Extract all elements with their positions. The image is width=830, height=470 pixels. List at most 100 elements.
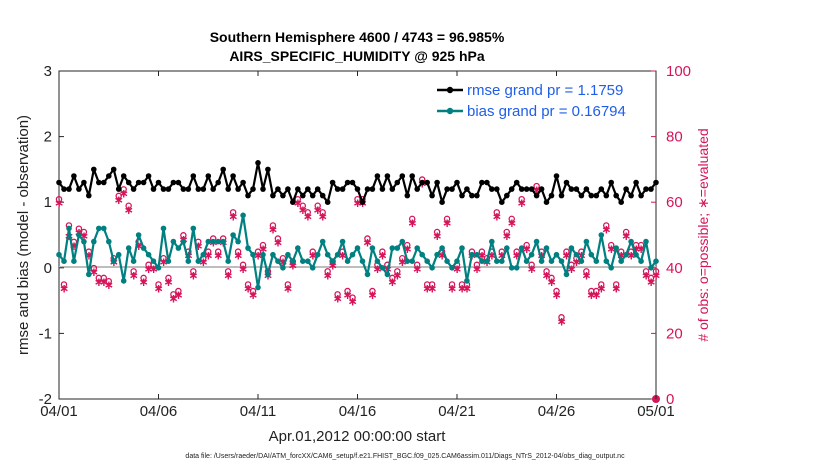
bias-point: [623, 251, 629, 258]
bias-point: [404, 258, 411, 265]
rmse-point: [96, 179, 102, 186]
obs-evaluated-marker: ∗: [134, 239, 144, 253]
obs-possible-marker: [259, 241, 267, 249]
rmse-series: [56, 160, 659, 205]
bias-point: [255, 284, 261, 291]
bias-point: [329, 258, 336, 265]
obs-evaluated-marker: ∗: [606, 242, 616, 256]
obs-possible-marker: [399, 254, 406, 262]
obs-evaluated-marker: ∗: [89, 265, 99, 279]
obs-possible-marker: [349, 294, 356, 301]
rmse-point: [220, 166, 226, 173]
obs-possible-marker: [170, 291, 177, 298]
bias-point: [573, 251, 580, 258]
obs-evaluated-marker: ∗: [551, 288, 561, 302]
bias-point: [91, 238, 97, 245]
obs-evaluated-marker: ∗: [188, 268, 198, 282]
y2-tick-label: 20: [666, 325, 683, 342]
y-axis-label: rmse and bias (model - observation): [15, 115, 32, 355]
rmse-point: [434, 179, 440, 186]
obs-possible-marker: [403, 241, 411, 249]
obs-possible-marker: [379, 248, 386, 255]
rmse-point: [523, 186, 530, 192]
bias-point: [354, 245, 361, 251]
y-tick-label: -2: [39, 391, 52, 408]
rmse-point: [489, 186, 495, 192]
obs-possible-marker: [90, 264, 98, 272]
obs-possible-marker: [204, 248, 212, 255]
obs-evaluated-marker: ∗: [362, 236, 372, 250]
bias-point: [61, 258, 67, 265]
obs-evaluated-marker: ∗: [372, 262, 382, 276]
obs-evaluated-marker: ∗: [203, 249, 213, 263]
rmse-point: [449, 186, 455, 192]
obs-evaluated-marker: ∗: [571, 255, 581, 269]
rmse-point: [623, 186, 629, 192]
bias-point: [628, 238, 634, 245]
rmse-point: [359, 199, 366, 205]
rmse-point: [469, 192, 475, 199]
obs-evaluated-marker: ∗: [621, 229, 631, 243]
bias-point: [106, 238, 112, 245]
bias-point: [71, 258, 77, 265]
legend-bias-label: bias grand pr = 0.16794: [467, 103, 626, 120]
obs-evaluated-marker: ∗: [512, 249, 522, 263]
rmse-point: [653, 179, 659, 186]
rmse-point: [66, 186, 72, 192]
obs-evaluated-marker: ∗: [402, 242, 412, 256]
plot-area: [58, 70, 657, 400]
obs-possible-marker: [583, 268, 590, 275]
bias-point: [563, 271, 570, 278]
obs-evaluated-marker: ∗: [163, 275, 173, 289]
bias-point: [369, 245, 376, 251]
obs-possible-marker: [563, 248, 570, 255]
bias-point: [414, 245, 421, 251]
bias-point: [449, 265, 455, 271]
obs-possible-marker: [80, 228, 88, 236]
y-tick-label: 1: [44, 194, 52, 211]
obs-evaluated-marker: ∗: [492, 209, 502, 223]
bias-point: [359, 258, 366, 265]
rmse-point: [260, 186, 266, 192]
obs-evaluated-marker: ∗: [99, 275, 109, 289]
obs-possible-marker: [622, 228, 630, 236]
obs-possible-marker: [254, 248, 262, 255]
obs-evaluated-marker: ∗: [313, 203, 323, 217]
bias-point: [140, 245, 147, 251]
obs-evaluated-marker: ∗: [616, 249, 626, 263]
rmse-point: [150, 186, 157, 192]
rmse-point: [250, 186, 256, 192]
bias-point: [190, 225, 197, 232]
rmse-point: [155, 179, 162, 186]
rmse-point: [593, 192, 600, 199]
obs-evaluated-marker: ∗: [69, 239, 79, 253]
obs-evaluated-marker: ∗: [581, 268, 591, 282]
bias-point: [553, 251, 560, 258]
bias-point: [170, 238, 177, 245]
obs-evaluated-marker: ∗: [114, 193, 124, 207]
y-tick-label: 0: [44, 260, 52, 277]
bias-point: [518, 245, 525, 251]
rmse-point: [81, 179, 87, 186]
rmse-point: [504, 192, 510, 199]
bias-point: [265, 271, 271, 278]
obs-evaluated-marker: ∗: [198, 255, 208, 269]
obs-possible-marker: [105, 277, 113, 285]
obs-evaluated-marker: ∗: [477, 249, 487, 263]
obs-possible-marker: [304, 209, 311, 216]
rmse-point: [374, 173, 381, 179]
bias-point: [653, 258, 659, 265]
rmse-point: [230, 173, 236, 179]
bias-point: [344, 258, 351, 265]
rmse-point: [474, 192, 480, 199]
bias-point: [379, 265, 386, 271]
bias-point: [429, 265, 435, 271]
rmse-point: [295, 186, 301, 192]
obs-possible-marker: [115, 192, 122, 200]
bias-point: [210, 238, 216, 245]
obs-possible-marker: [309, 248, 316, 255]
rmse-point: [454, 179, 460, 186]
rmse-point: [444, 186, 450, 192]
rmse-point: [135, 179, 142, 186]
